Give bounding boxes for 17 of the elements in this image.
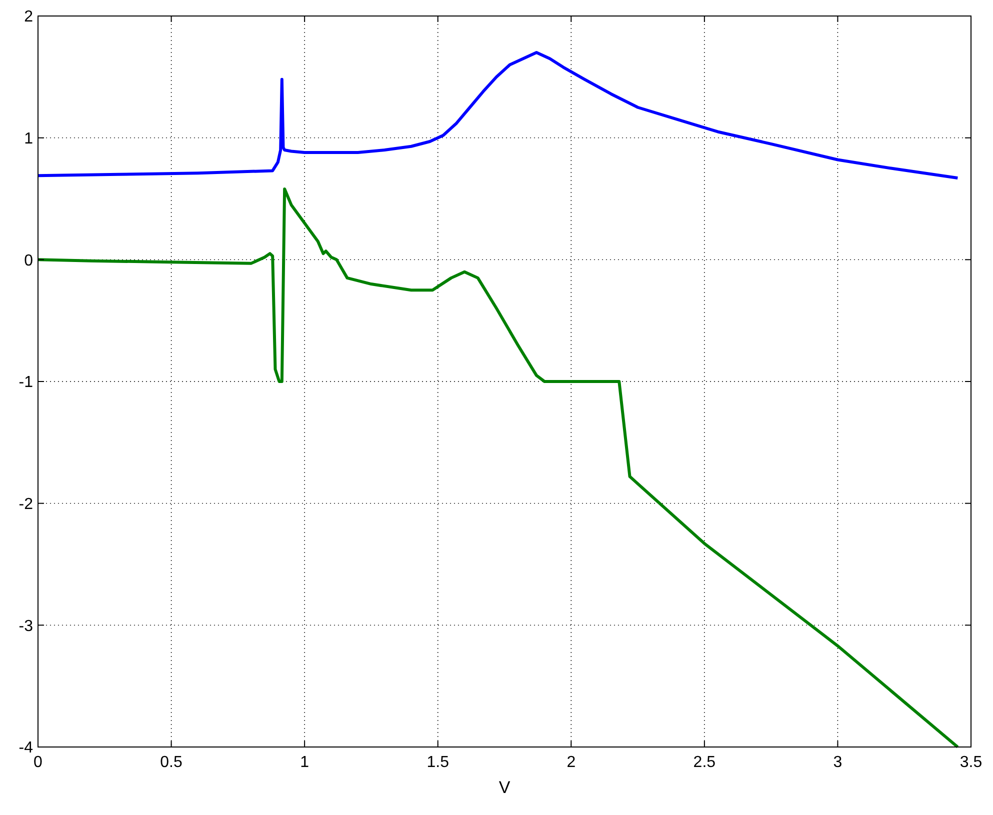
x-tick-label: 2 <box>566 754 576 771</box>
y-tick-label: -2 <box>18 496 34 513</box>
y-tick-label: -1 <box>18 374 34 392</box>
x-tick-label: 1.5 <box>426 754 450 771</box>
x-tick-label: 0.5 <box>160 754 183 771</box>
x-tick-label: 2.5 <box>693 754 716 771</box>
y-tick-label: 0 <box>24 252 34 270</box>
x-axis-title: V <box>498 778 511 797</box>
x-tick-label: 3.5 <box>960 754 982 771</box>
x-tick-label: 1 <box>300 754 310 771</box>
line-series <box>38 51 960 180</box>
y-tick-label: 2 <box>24 8 34 26</box>
x-tick-label: 3 <box>833 754 842 771</box>
y-tick-label: -4 <box>18 740 34 757</box>
y-tick-label: -3 <box>18 618 34 635</box>
line-series <box>38 188 960 748</box>
y-tick-label: 1 <box>24 130 34 148</box>
